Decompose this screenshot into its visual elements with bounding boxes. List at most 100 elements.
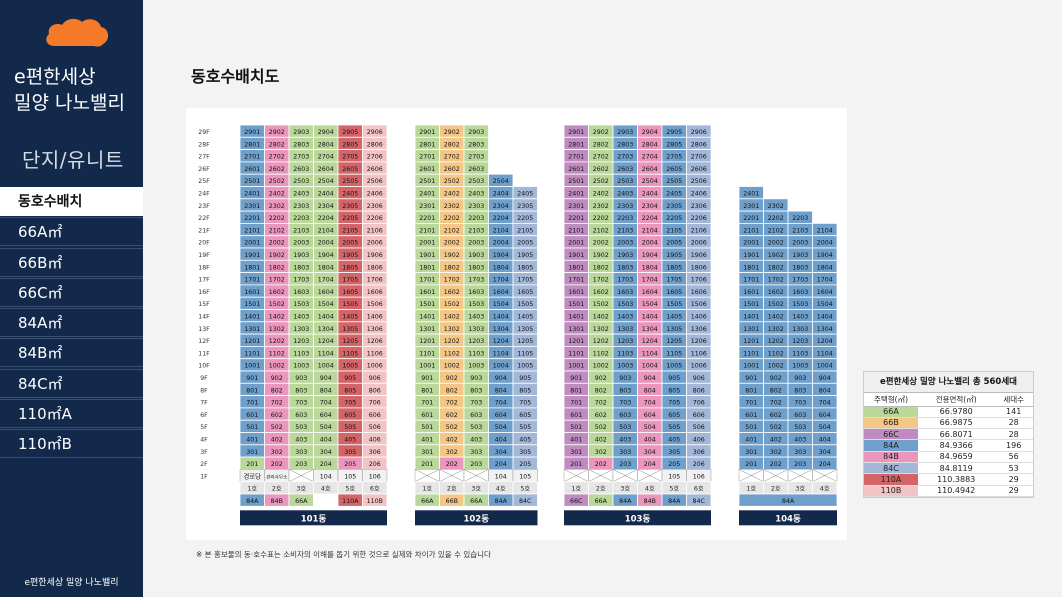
- floor-label: 15F: [198, 301, 210, 308]
- unit-number: 2303: [468, 203, 484, 210]
- unit-number: 1201: [568, 338, 584, 345]
- unit-number: 2703: [468, 154, 484, 161]
- unit-number: 1906: [367, 252, 383, 259]
- unit-number: 2601: [419, 166, 435, 173]
- unit-number: 1102: [444, 350, 460, 357]
- unit-number: 1205: [666, 338, 682, 345]
- unit-number: 802: [446, 387, 458, 394]
- floor-label: 2F: [200, 461, 208, 468]
- summary-cell-count: 28: [994, 417, 1033, 430]
- unit-number: 2805: [342, 141, 358, 148]
- unit-number: 806: [369, 387, 381, 394]
- unit-number: 2702: [444, 154, 460, 161]
- sidebar-item-7[interactable]: 110㎡A: [0, 399, 143, 429]
- type-cell: [313, 493, 339, 507]
- sidebar-item-8[interactable]: 110㎡B: [0, 429, 143, 459]
- unit-number: 1301: [743, 326, 759, 333]
- unit-number: 1103: [293, 350, 309, 357]
- summary-cell-count: 53: [994, 462, 1033, 475]
- floor-label: 24F: [198, 191, 210, 198]
- unit-number: 1005: [517, 363, 533, 370]
- unit-number: 1505: [342, 301, 358, 308]
- sidebar-item-2[interactable]: 66B㎡: [0, 247, 143, 277]
- unit-number: 905: [344, 375, 356, 382]
- unit-number: 2602: [444, 166, 460, 173]
- sidebar-item-1[interactable]: 66A㎡: [0, 217, 143, 247]
- unit-number: 2801: [244, 141, 260, 148]
- sidebar-item-0[interactable]: 동호수배치: [0, 187, 143, 216]
- unit-number: 304: [495, 449, 507, 456]
- unit-number: 1705: [666, 277, 682, 284]
- unit-number: 2603: [617, 166, 633, 173]
- unit-number: 201: [745, 461, 757, 468]
- unit-number: 2904: [318, 129, 334, 136]
- sidebar-item-5[interactable]: 84B㎡: [0, 338, 143, 368]
- line-label: 2호: [596, 485, 606, 493]
- unit-number: 1001: [419, 363, 435, 370]
- unit-number: 1006: [691, 363, 707, 370]
- unit-number: 203: [794, 461, 806, 468]
- unit-number: 1003: [617, 363, 633, 370]
- unit-number: 1401: [568, 314, 584, 321]
- floor-label: 22F: [198, 215, 210, 222]
- unit-number: 1501: [743, 301, 759, 308]
- unit-number: 1505: [666, 301, 682, 308]
- summary-row: 66B 66.9875 28: [864, 417, 1033, 430]
- unit-number: 2901: [244, 129, 260, 136]
- unit-number: 1303: [468, 326, 484, 333]
- unit-number: 2302: [768, 203, 784, 210]
- unit-number: 1905: [517, 252, 533, 259]
- unit-number: 801: [246, 387, 258, 394]
- unit-number: 305: [519, 449, 531, 456]
- first-floor-label: 106: [693, 473, 705, 480]
- unit-number: 1903: [792, 252, 808, 259]
- unit-number: 804: [320, 387, 332, 394]
- unit-number: 2001: [244, 240, 260, 247]
- unit-number: 2806: [691, 141, 707, 148]
- unit-number: 2706: [691, 154, 707, 161]
- unit-number: 1406: [691, 314, 707, 321]
- sidebar-item-6[interactable]: 84C㎡: [0, 368, 143, 398]
- unit-number: 704: [320, 400, 332, 407]
- unit-number: 1803: [617, 264, 633, 271]
- unit-number: 2001: [568, 240, 584, 247]
- unit-number: 504: [644, 424, 656, 431]
- summary-cell-count: 196: [994, 439, 1033, 452]
- unit-number: 1306: [367, 326, 383, 333]
- sidebar-item-4[interactable]: 84A㎡: [0, 308, 143, 338]
- unit-number: 1104: [318, 350, 334, 357]
- unit-number: 2204: [493, 215, 509, 222]
- unit-number: 1901: [743, 252, 759, 259]
- sidebar-menu: 동호수배치 66A㎡ 66B㎡ 66C㎡ 84A㎡ 84B㎡ 84C㎡ 110㎡A 110㎡B: [0, 187, 143, 460]
- unit-number: 1406: [367, 314, 383, 321]
- type-label: 84A: [246, 498, 259, 505]
- building-banner: [240, 510, 387, 526]
- unit-number: 704: [644, 400, 656, 407]
- unit-number: 1006: [367, 363, 383, 370]
- unit-number: 2803: [468, 141, 484, 148]
- type-label: 84A: [668, 498, 681, 505]
- unit-number: 306: [369, 449, 381, 456]
- sidebar-item-3[interactable]: 66C㎡: [0, 277, 143, 307]
- unit-number: 605: [519, 412, 531, 419]
- line-label: 5호: [520, 485, 530, 493]
- floor-label: 11F: [198, 350, 210, 357]
- type-label: 84C: [519, 498, 532, 505]
- unit-number: 1705: [342, 277, 358, 284]
- unit-number: 2404: [318, 191, 334, 198]
- unit-number: 1301: [244, 326, 260, 333]
- unit-number: 1101: [743, 350, 759, 357]
- line-label: 2호: [771, 485, 781, 493]
- building-banner: [739, 510, 837, 526]
- unit-number: 1204: [642, 338, 658, 345]
- unit-number: 1402: [768, 314, 784, 321]
- unit-number: 905: [668, 375, 680, 382]
- summary-cell-area: 66.9780: [918, 406, 995, 418]
- unit-number: 1704: [817, 277, 833, 284]
- unit-number: 1101: [244, 350, 260, 357]
- unit-number: 1902: [768, 252, 784, 259]
- unit-number: 201: [421, 461, 433, 468]
- unit-number: 1504: [817, 301, 833, 308]
- unit-number: 602: [595, 412, 607, 419]
- type-label: 66C: [570, 498, 583, 505]
